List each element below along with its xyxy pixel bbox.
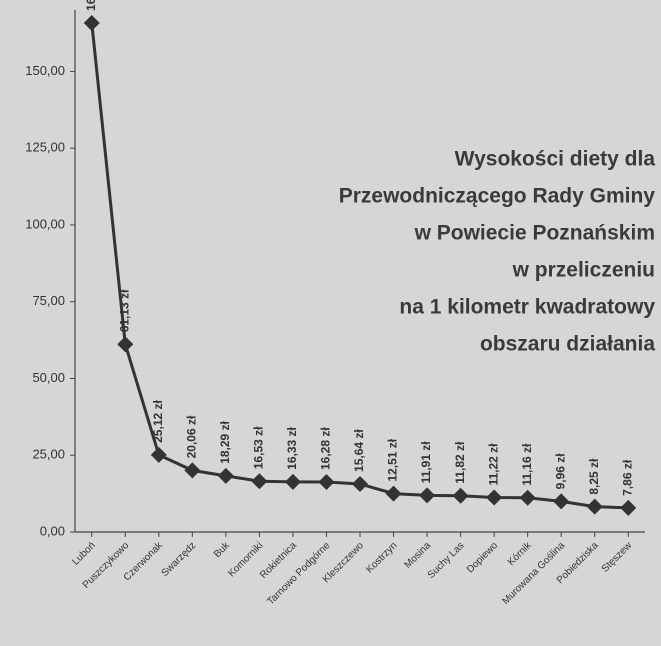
chart-title: Wysokości diety dla <box>455 148 656 171</box>
value-label: 7,86 zł <box>620 459 634 496</box>
value-label: 61,13 zł <box>117 289 131 332</box>
value-label: 20,06 zł <box>185 415 199 458</box>
value-label: 16,28 zł <box>319 427 333 470</box>
value-label: 11,22 zł <box>486 443 500 486</box>
x-tick-label: Tarnowo Podgórne <box>265 540 332 607</box>
x-tick-label: Buk <box>212 540 233 561</box>
marker <box>519 489 536 506</box>
x-tick-label: Kostrzyn <box>364 540 399 575</box>
marker <box>284 473 301 490</box>
value-label: 9,96 zł <box>553 453 567 490</box>
marker <box>586 498 603 515</box>
value-label: 16,53 zł <box>252 426 266 469</box>
marker <box>83 14 100 31</box>
value-label: 11,82 zł <box>453 441 467 484</box>
x-tick-label: Stęszew <box>600 540 635 575</box>
x-tick-label: Luboń <box>70 540 97 567</box>
y-tick-label: 150,00 <box>25 63 65 78</box>
value-label: 25,12 zł <box>151 400 165 443</box>
chart-title: obszaru działania <box>480 333 655 356</box>
y-tick-label: 0,00 <box>40 523 65 538</box>
marker <box>117 336 134 353</box>
marker <box>620 499 637 516</box>
chart-title: w Powiecie Poznańskim <box>414 222 655 245</box>
chart-title: w przeliczeniu <box>512 259 655 282</box>
marker <box>318 474 335 491</box>
x-tick-label: Kórnik <box>506 540 535 569</box>
value-label: 165,78 zł <box>84 0 98 11</box>
chart-title: na 1 kilometr kwadratowy <box>399 296 655 319</box>
marker <box>150 446 167 463</box>
chart-title: Przewodniczącego Rady Gminy <box>339 185 656 208</box>
x-tick-label: Swarzędz <box>160 540 199 579</box>
value-label: 11,91 zł <box>419 441 433 484</box>
x-tick-label: Murowana Goślina <box>500 540 567 607</box>
value-label: 12,51 zł <box>386 438 400 481</box>
value-label: 15,64 zł <box>352 429 366 472</box>
marker <box>553 493 570 510</box>
x-tick-label: Dopiewo <box>465 540 501 576</box>
x-tick-label: Suchy Las <box>426 540 467 581</box>
marker <box>251 473 268 490</box>
y-tick-label: 125,00 <box>25 140 65 155</box>
value-label: 8,25 zł <box>587 458 601 495</box>
x-tick-label: Mosina <box>402 540 433 571</box>
y-tick-label: 25,00 <box>32 447 65 462</box>
y-tick-label: 100,00 <box>25 216 65 231</box>
marker <box>419 487 436 504</box>
marker <box>217 467 234 484</box>
marker <box>452 487 469 504</box>
y-tick-label: 50,00 <box>32 370 65 385</box>
marker <box>184 462 201 479</box>
marker <box>352 475 368 492</box>
marker <box>385 485 402 502</box>
value-label: 18,29 zł <box>218 420 232 463</box>
marker <box>486 489 503 506</box>
y-tick-label: 75,00 <box>32 293 65 308</box>
value-label: 11,16 zł <box>520 443 534 486</box>
value-label: 16,33 zł <box>285 426 299 469</box>
